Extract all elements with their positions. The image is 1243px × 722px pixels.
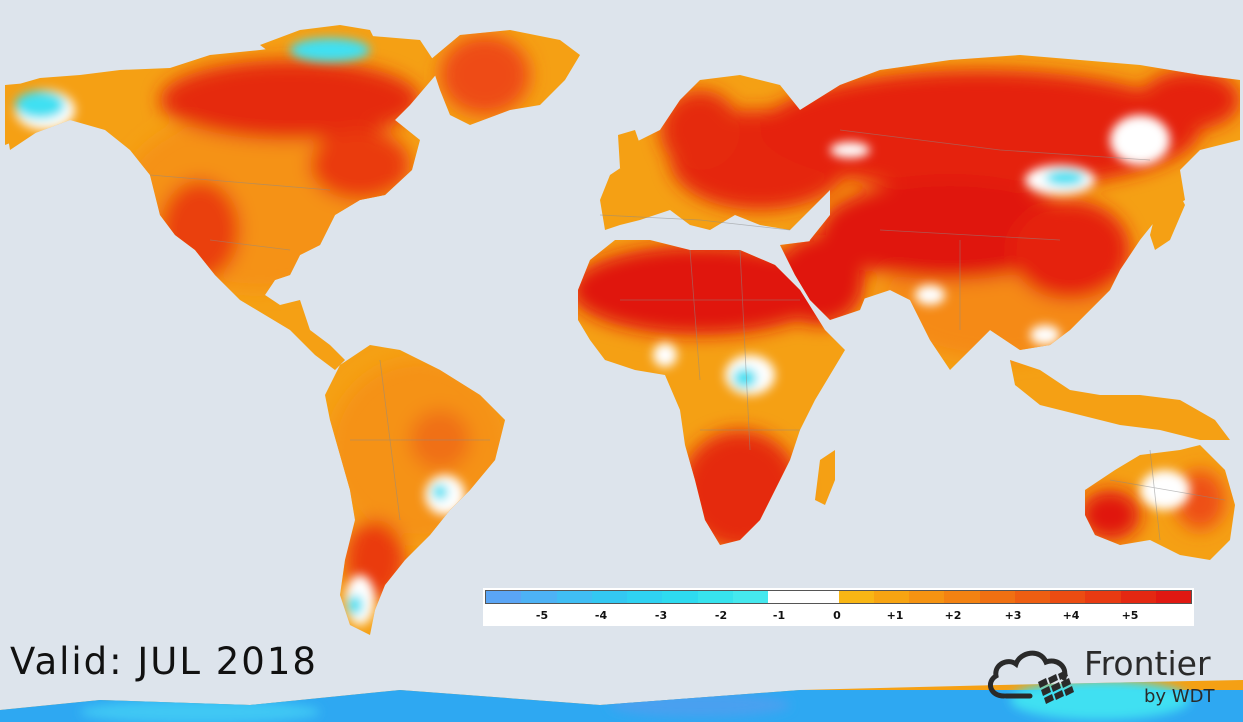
legend-tick-label: +1 — [886, 609, 904, 622]
brand-subtitle: by WDT — [1144, 686, 1215, 707]
legend-tick-label: -5 — [535, 609, 549, 622]
legend-swatch — [909, 591, 945, 603]
legend-tick-label: +2 — [944, 609, 962, 622]
legend-swatch — [873, 591, 909, 603]
legend-tick-label: -1 — [772, 609, 786, 622]
legend-swatch — [803, 591, 839, 603]
legend-color-bar — [485, 590, 1192, 604]
legend-swatch — [486, 591, 522, 603]
legend-swatch — [944, 591, 980, 603]
legend-tick-label: 0 — [833, 609, 841, 622]
legend-swatch — [838, 591, 874, 603]
legend-tick-label: +3 — [1004, 609, 1022, 622]
legend-swatch — [521, 591, 557, 603]
cloud-grid-icon — [987, 650, 1074, 704]
legend-tick-label: +4 — [1062, 609, 1080, 622]
legend-swatch — [768, 591, 804, 603]
country-borders — [149, 129, 1226, 541]
brand-name: Frontier — [1084, 644, 1211, 683]
legend-swatch — [732, 591, 768, 603]
legend-tick-label: -4 — [594, 609, 608, 622]
legend-tick-label: -2 — [714, 609, 728, 622]
legend-swatch — [1120, 591, 1156, 603]
legend-swatch — [979, 591, 1015, 603]
legend-swatch — [1050, 591, 1086, 603]
legend-swatch — [697, 591, 733, 603]
color-scale-legend: -5 -4 -3 -2 -1 0 +1 +2 +3 +4 +5 — [483, 588, 1194, 626]
valid-date-label: Valid: JUL 2018 — [10, 640, 318, 683]
legend-tick-label: -3 — [654, 609, 668, 622]
legend-swatch — [556, 591, 592, 603]
legend-swatch — [627, 591, 663, 603]
legend-swatch — [662, 591, 698, 603]
frontier-brand: Frontier by WDT — [984, 636, 1234, 712]
legend-swatch — [1155, 591, 1191, 603]
legend-swatch — [1085, 591, 1121, 603]
legend-swatch — [1014, 591, 1050, 603]
legend-swatch — [591, 591, 627, 603]
legend-tick-label: +5 — [1121, 609, 1139, 622]
